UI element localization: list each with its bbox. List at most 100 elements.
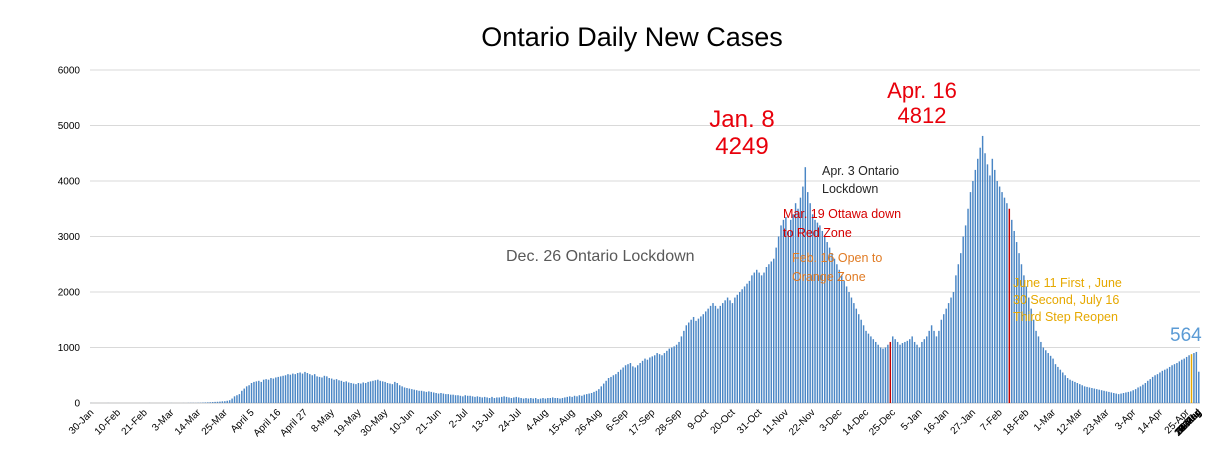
bar <box>765 267 768 403</box>
annotation-jan8: Jan. 8 4249 <box>709 106 774 160</box>
bar <box>1147 380 1149 403</box>
bar <box>731 303 734 403</box>
bar <box>1178 361 1181 403</box>
bar <box>811 214 814 403</box>
bar <box>714 305 717 403</box>
bar <box>836 264 838 403</box>
bar <box>695 320 697 403</box>
bar <box>1108 391 1110 403</box>
bar <box>299 372 301 403</box>
bar <box>1025 286 1028 403</box>
bar <box>571 396 573 403</box>
bar <box>369 381 372 403</box>
bar <box>938 330 940 403</box>
bar <box>838 269 841 403</box>
bar <box>289 374 292 403</box>
bar <box>389 383 391 403</box>
bar <box>756 269 758 403</box>
bar <box>785 217 787 403</box>
bar <box>520 398 522 403</box>
bar <box>663 353 666 403</box>
bar <box>211 402 214 403</box>
bar <box>1088 387 1091 403</box>
bar <box>1081 385 1083 403</box>
bar <box>991 158 994 403</box>
bar <box>255 381 258 403</box>
bar <box>940 319 943 403</box>
annotation-apr16: Apr. 16 4812 <box>887 78 957 128</box>
x-tick-label: 13-Jul <box>470 407 497 434</box>
bar <box>1059 369 1062 403</box>
bar <box>1100 390 1103 403</box>
bar <box>1015 242 1018 403</box>
bar <box>296 373 299 403</box>
bar <box>566 396 569 403</box>
bar <box>228 400 231 403</box>
x-tick-label: 14-Apr <box>1136 407 1165 436</box>
y-tick-label: 4000 <box>58 177 81 188</box>
bar <box>260 381 262 403</box>
bar <box>471 396 474 403</box>
bar <box>445 394 447 403</box>
annotation-dec26: Dec. 26 Ontario Lockdown <box>506 248 695 265</box>
annotations: Jan. 8 4249 Apr. 16 4812 Dec. 26 Ontario Loc… <box>506 78 1202 346</box>
bar <box>947 303 950 403</box>
bar <box>372 380 374 403</box>
bar <box>690 319 692 403</box>
bar <box>510 398 513 403</box>
bar <box>207 402 209 403</box>
x-tick-label: 21-Jun <box>414 407 443 436</box>
bar <box>398 385 401 403</box>
bar <box>1173 364 1176 403</box>
bar <box>906 340 909 403</box>
bar <box>374 380 377 403</box>
bar <box>831 253 833 403</box>
bar <box>381 381 384 403</box>
bar <box>1062 372 1064 403</box>
x-tick-label: 20-Oct <box>709 407 738 436</box>
bar <box>1120 393 1122 403</box>
bar <box>673 346 675 403</box>
bar <box>437 393 440 403</box>
bar <box>967 208 969 403</box>
bar <box>704 311 707 403</box>
bar <box>258 380 260 403</box>
bar <box>1193 353 1195 403</box>
bar <box>1008 208 1011 403</box>
x-tick-label: 30-May <box>359 407 390 438</box>
bar <box>1030 308 1032 403</box>
bar <box>743 286 746 403</box>
bar <box>935 336 938 403</box>
x-tick-label: 18-Feb <box>1001 407 1031 437</box>
bar <box>338 380 340 403</box>
bar <box>921 341 923 403</box>
bar <box>1042 347 1045 403</box>
bar <box>539 398 542 403</box>
bar <box>1040 341 1042 403</box>
x-tick-label: 22-Nov <box>787 407 818 438</box>
bar <box>1166 368 1168 403</box>
bar <box>304 371 306 403</box>
bar <box>909 339 911 403</box>
x-tick-label: 15-Aug <box>547 407 578 438</box>
x-tick-label: 27-Jan <box>949 407 978 436</box>
bar <box>717 308 719 403</box>
bar <box>775 247 777 403</box>
bar <box>712 303 714 403</box>
annotation-apr3: Apr. 3 Ontario Lockdown <box>822 164 899 196</box>
bar <box>209 402 211 403</box>
bar <box>950 297 952 403</box>
gridlines <box>90 69 1200 404</box>
bar <box>1103 390 1105 403</box>
bar <box>561 398 564 403</box>
bar <box>581 395 583 403</box>
bar <box>233 396 236 403</box>
y-tick-label: 2000 <box>58 288 81 299</box>
bar <box>328 378 330 403</box>
bar <box>287 374 289 403</box>
bar <box>583 394 586 403</box>
bar <box>1161 370 1164 403</box>
bar <box>865 330 867 403</box>
bar <box>343 381 345 403</box>
bar <box>578 395 581 403</box>
